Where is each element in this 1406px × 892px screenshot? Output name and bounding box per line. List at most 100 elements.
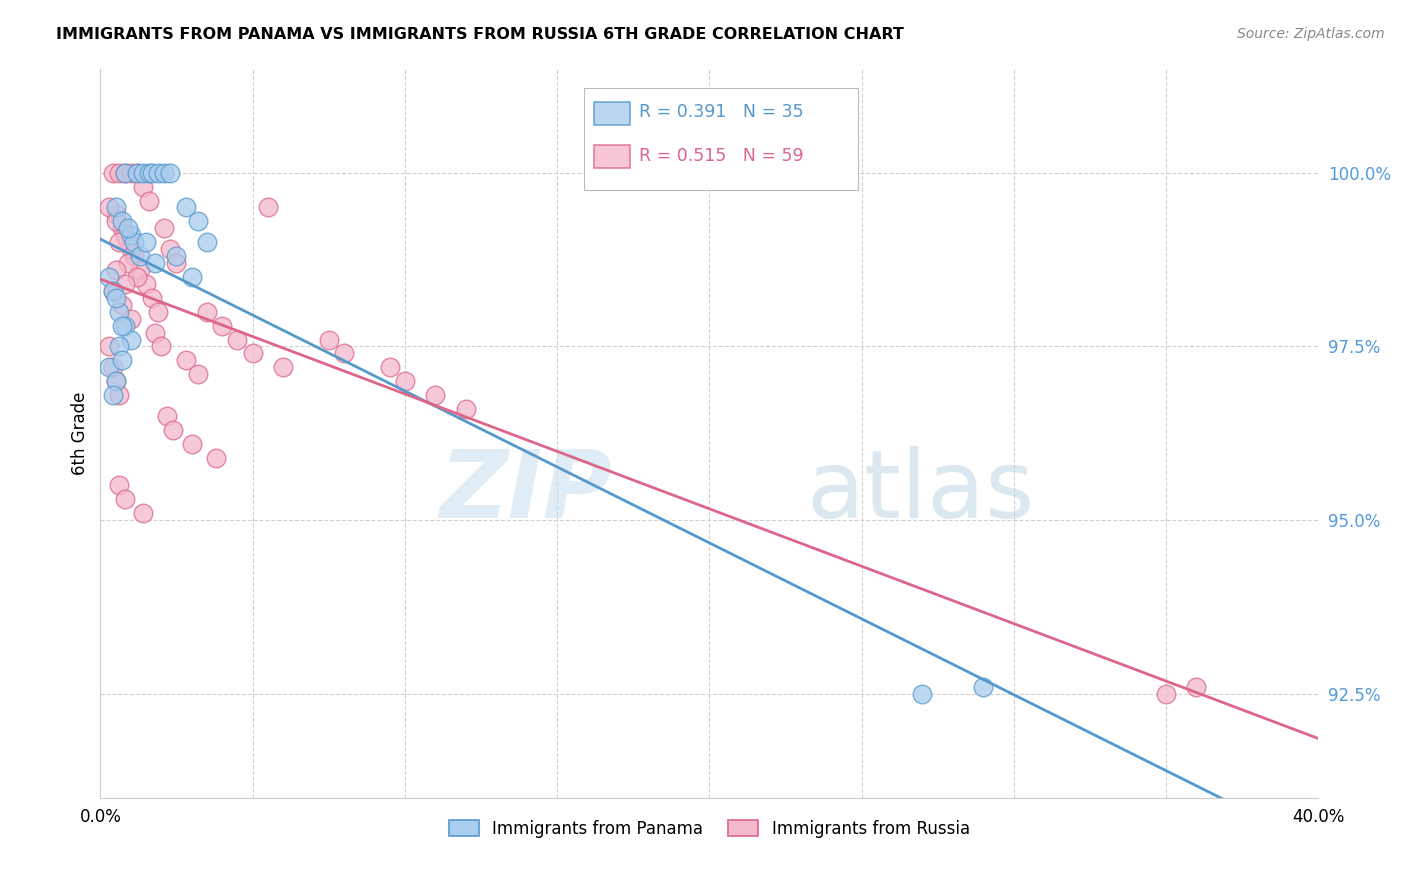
Point [174, 201, 197, 215]
Point [1154, 687, 1177, 701]
Point [141, 166, 163, 180]
Point [104, 207, 127, 221]
Point [98, 201, 121, 215]
Point [153, 166, 176, 180]
Point [1185, 680, 1208, 694]
Point [104, 374, 127, 388]
Point [256, 201, 278, 215]
Point [107, 235, 129, 250]
Point [271, 360, 294, 375]
Point [148, 166, 170, 180]
Point [111, 353, 134, 368]
Point [166, 256, 188, 270]
Point [138, 194, 160, 208]
Point [156, 409, 179, 423]
Point [180, 436, 202, 450]
Point [117, 256, 139, 270]
Point [98, 270, 121, 285]
Point [122, 249, 145, 263]
Point [132, 166, 155, 180]
Point [378, 360, 401, 375]
Point [101, 388, 124, 402]
Point [318, 333, 340, 347]
Point [114, 228, 136, 243]
Point [242, 346, 264, 360]
Point [425, 388, 447, 402]
Point [129, 249, 152, 263]
Point [125, 166, 148, 180]
Point [454, 402, 477, 417]
Point [180, 270, 202, 285]
Point [162, 423, 184, 437]
Point [114, 166, 136, 180]
Point [111, 214, 134, 228]
Point [153, 221, 176, 235]
Point [159, 242, 181, 256]
Point [107, 339, 129, 353]
Point [159, 166, 181, 180]
Text: atlas: atlas [807, 446, 1035, 538]
Point [101, 284, 124, 298]
Point [333, 346, 356, 360]
Point [101, 360, 124, 375]
Point [205, 450, 228, 465]
Y-axis label: 6th Grade: 6th Grade [72, 392, 89, 475]
Point [120, 333, 142, 347]
Point [111, 221, 134, 235]
Point [120, 242, 142, 256]
Point [107, 388, 129, 402]
Point [138, 166, 160, 180]
Point [114, 277, 136, 291]
Point [394, 374, 416, 388]
Point [211, 318, 233, 333]
Point [114, 492, 136, 507]
Point [135, 277, 157, 291]
FancyBboxPatch shape [583, 88, 858, 190]
Point [104, 374, 127, 388]
Point [104, 214, 127, 228]
Point [120, 166, 142, 180]
Point [125, 166, 148, 180]
Point [150, 339, 173, 353]
Point [911, 687, 934, 701]
Point [972, 680, 994, 694]
Point [111, 298, 134, 312]
Point [122, 235, 145, 250]
Point [143, 256, 166, 270]
Point [129, 263, 152, 277]
Point [195, 304, 218, 318]
Point [120, 228, 142, 243]
Text: R = 0.515   N = 59: R = 0.515 N = 59 [638, 147, 803, 165]
Point [107, 304, 129, 318]
Point [98, 360, 121, 375]
Point [141, 291, 163, 305]
Point [101, 284, 124, 298]
Point [107, 478, 129, 492]
Point [104, 201, 127, 215]
Point [117, 221, 139, 235]
Point [114, 166, 136, 180]
Point [187, 214, 209, 228]
FancyBboxPatch shape [593, 102, 630, 126]
Point [104, 291, 127, 305]
FancyBboxPatch shape [593, 145, 630, 169]
Point [125, 270, 148, 285]
Point [111, 318, 134, 333]
Point [117, 235, 139, 250]
Point [98, 339, 121, 353]
Point [135, 235, 157, 250]
Text: Source: ZipAtlas.com: Source: ZipAtlas.com [1237, 27, 1385, 41]
Point [120, 311, 142, 326]
Point [226, 333, 249, 347]
Text: ZIP: ZIP [439, 446, 612, 538]
Point [107, 166, 129, 180]
Point [101, 166, 124, 180]
Point [114, 318, 136, 333]
Point [132, 506, 155, 520]
Point [195, 235, 218, 250]
Point [187, 368, 209, 382]
Point [174, 353, 197, 368]
Legend: Immigrants from Panama, Immigrants from Russia: Immigrants from Panama, Immigrants from … [443, 814, 976, 845]
Point [148, 304, 170, 318]
Point [104, 263, 127, 277]
